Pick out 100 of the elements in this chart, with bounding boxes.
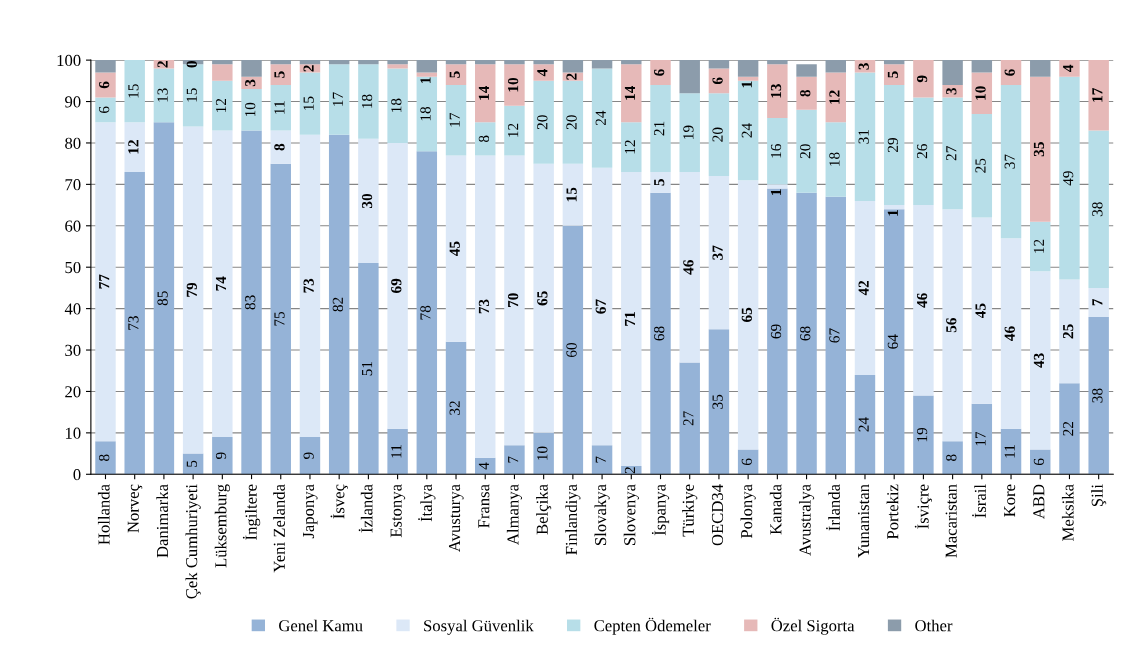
bar	[445, 341, 467, 475]
data-label: 46	[1004, 326, 1015, 341]
data-label: 15	[128, 84, 139, 98]
data-label: 19	[916, 427, 928, 442]
bar	[445, 155, 467, 342]
x-tick-label: Slovakya	[594, 484, 610, 545]
x-tick-label: Yunanistan	[857, 484, 870, 558]
x-tick-label: İngiltere	[242, 484, 261, 540]
bar	[1059, 383, 1080, 475]
bar	[1000, 428, 1022, 475]
bar	[270, 60, 291, 65]
bar	[767, 60, 788, 65]
data-label: 17	[449, 112, 460, 127]
bar	[270, 64, 291, 85]
bar	[621, 64, 642, 123]
data-label: 6	[741, 458, 752, 466]
bar	[328, 64, 350, 135]
data-label: 25	[975, 158, 986, 173]
data-label: 0	[186, 61, 197, 68]
x-tick-label: Slovenya	[623, 484, 639, 545]
x-tick-label: İspanya	[651, 484, 670, 536]
bar	[299, 437, 321, 475]
legend-label: Sosyal Güvenlik	[424, 619, 534, 635]
bar	[591, 167, 613, 446]
data-label: 4	[537, 69, 548, 77]
data-label: 13	[770, 84, 782, 98]
bar	[504, 155, 525, 446]
x-tick-label: Şili	[1091, 484, 1107, 507]
x-tick-label: Danimarka	[156, 484, 169, 558]
data-label: 20	[712, 127, 723, 142]
bar	[621, 122, 642, 172]
data-label: 65	[741, 307, 752, 322]
x-tick-label: İrlanda	[826, 484, 840, 531]
data-label: 6	[1004, 69, 1015, 76]
bar	[153, 122, 175, 475]
data-label: 75	[274, 311, 285, 326]
bar	[1030, 449, 1051, 475]
bar	[416, 60, 438, 73]
bar	[650, 171, 671, 193]
x-tick-label: Portekiz	[886, 484, 899, 540]
bar	[679, 60, 700, 94]
data-label: 17	[332, 92, 343, 106]
x-tick-label: Avusturya	[448, 484, 464, 553]
data-label: 5	[449, 71, 460, 78]
bar	[883, 64, 905, 85]
data-label: 24	[741, 123, 752, 138]
data-label: 68	[654, 326, 665, 341]
data-label: 16	[770, 144, 782, 158]
x-tick-label: Meksika	[1061, 484, 1074, 541]
legend-label: Cepten Ödemeler	[594, 617, 711, 635]
data-label: 73	[303, 278, 314, 293]
data-label: 1	[420, 77, 431, 84]
data-label: 71	[624, 312, 635, 326]
data-label: 35	[712, 394, 723, 409]
data-label: 8	[99, 454, 110, 461]
data-label: 21	[654, 121, 665, 136]
bar	[883, 84, 905, 206]
y-tick-label: 40	[64, 303, 81, 315]
data-label: 42	[858, 280, 869, 296]
bar	[124, 122, 145, 172]
bar	[504, 445, 525, 475]
bar	[796, 64, 817, 77]
data-label: 2	[624, 467, 635, 474]
x-tick-label: Estonya	[390, 484, 406, 538]
bar	[387, 60, 408, 65]
data-label: 5	[186, 460, 197, 467]
bar	[533, 80, 554, 164]
data-label: 8	[478, 135, 490, 143]
data-label: 9	[215, 452, 227, 459]
bar	[796, 109, 817, 193]
data-label: 37	[712, 245, 723, 260]
data-label: 22	[1063, 421, 1074, 436]
data-label: 70	[507, 293, 519, 308]
x-tick-label: Belçika	[536, 484, 552, 535]
data-label: 8	[274, 143, 285, 151]
data-label: 11	[1004, 445, 1015, 458]
x-tick-label: İzlanda	[358, 484, 373, 533]
data-label: 11	[391, 445, 402, 458]
data-label: 82	[332, 297, 343, 312]
data-label: 17	[975, 431, 986, 446]
bar	[533, 64, 554, 81]
bar	[562, 225, 584, 475]
data-label: 13	[157, 88, 168, 102]
y-tick-label: 0	[73, 468, 81, 481]
y-tick-label: 90	[65, 96, 81, 108]
bar	[416, 151, 438, 475]
bar	[562, 60, 584, 73]
data-label: 3	[946, 87, 957, 95]
y-tick-label: 100	[57, 54, 81, 67]
bar	[854, 72, 876, 201]
x-tick-label: İsrail	[972, 484, 986, 518]
bar	[767, 188, 788, 475]
data-label: 46	[683, 260, 694, 275]
data-label: 64	[887, 334, 899, 349]
bar	[212, 130, 233, 438]
data-label: 8	[946, 454, 957, 461]
bar	[737, 80, 759, 181]
bar	[679, 171, 700, 363]
data-label: 12	[829, 90, 840, 104]
bar	[825, 196, 846, 475]
